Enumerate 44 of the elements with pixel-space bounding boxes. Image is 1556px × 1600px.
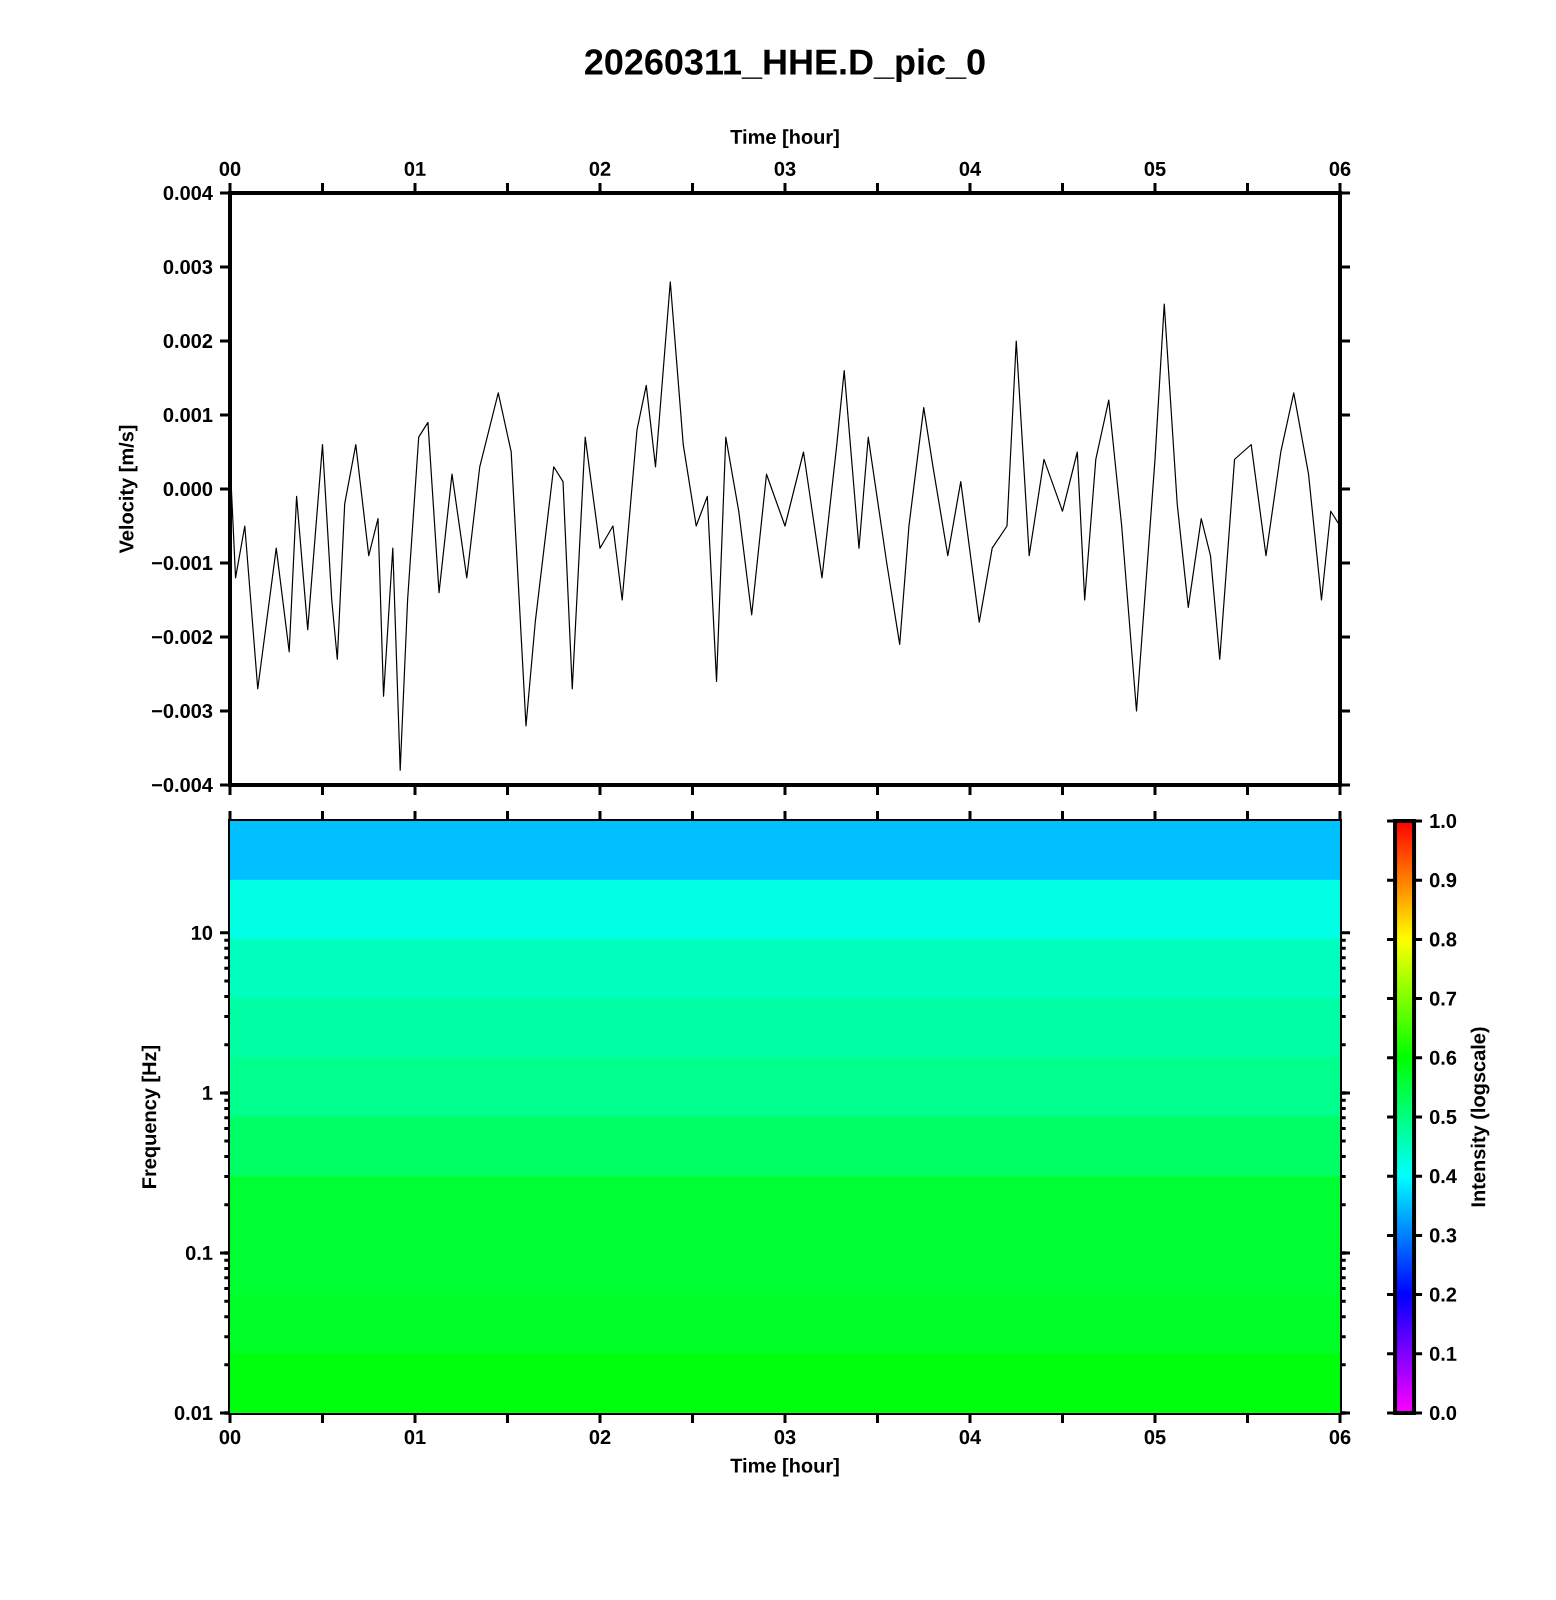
- y-tick-label: 0.002: [163, 333, 213, 349]
- x-tick-label: 02: [589, 1430, 611, 1445]
- color-bar-label: 0.4: [1429, 1169, 1457, 1184]
- x-tick-label: 03: [774, 1430, 796, 1445]
- color-bar-label: 0.5: [1429, 1109, 1457, 1125]
- y-tick-label: −0.002: [152, 629, 213, 645]
- y-axis-title: Velocity [m/s]: [118, 425, 138, 554]
- y-tick-label: 0.003: [163, 259, 213, 275]
- x-axis-title: Time [hour]: [730, 1457, 839, 1477]
- x-tick-label: 03: [774, 161, 796, 176]
- chart-title: 20260311_HHE.D_pic_0: [585, 48, 985, 82]
- y-tick-label: 0.01: [174, 1405, 213, 1421]
- x-tick-label: 06: [1329, 161, 1351, 176]
- x-tick-label: 02: [589, 161, 611, 176]
- color-bar-label: 0.6: [1429, 1050, 1457, 1065]
- y-tick-label: 1: [203, 1086, 213, 1100]
- color-bar-label: 0.8: [1429, 932, 1457, 947]
- color-bar-label: 0.7: [1429, 991, 1457, 1006]
- y-tick-label: −0.001: [152, 555, 213, 571]
- x-tick-label: 00: [219, 1430, 241, 1445]
- y-tick-label: −0.003: [152, 703, 213, 719]
- y-axis-title: Frequency [Hz]: [141, 1045, 161, 1188]
- x-tick-label: 04: [959, 1430, 981, 1445]
- color-bar-label: 0.3: [1429, 1228, 1457, 1243]
- color-bar-label: 0.1: [1429, 1346, 1457, 1361]
- y-tick-label: 0.001: [163, 407, 213, 423]
- x-tick-label: 05: [1144, 1430, 1166, 1445]
- y-tick-label: 0.000: [163, 481, 213, 497]
- y-tick-label: 0.1: [185, 1245, 213, 1261]
- x-tick-label: 01: [404, 161, 426, 176]
- y-tick-label: 0.004: [163, 185, 213, 201]
- x-tick-label: 05: [1144, 161, 1166, 176]
- y-tick-label: −0.004: [152, 777, 213, 793]
- x-tick-label: 06: [1329, 1430, 1351, 1445]
- x-tick-label: 04: [959, 161, 981, 176]
- color-bar-label: 0.2: [1429, 1287, 1457, 1302]
- x-tick-label: 01: [404, 1430, 426, 1445]
- x-axis-title: Time [hour]: [730, 129, 839, 148]
- y-tick-label: 10: [191, 925, 213, 940]
- x-tick-label: 00: [219, 161, 241, 176]
- color-bar-title: Intensity (logscale): [1470, 1027, 1490, 1207]
- color-bar-label: 0.9: [1429, 873, 1457, 888]
- color-bar-label: 1.0: [1430, 813, 1457, 829]
- color-bar-label: 0.0: [1429, 1405, 1457, 1421]
